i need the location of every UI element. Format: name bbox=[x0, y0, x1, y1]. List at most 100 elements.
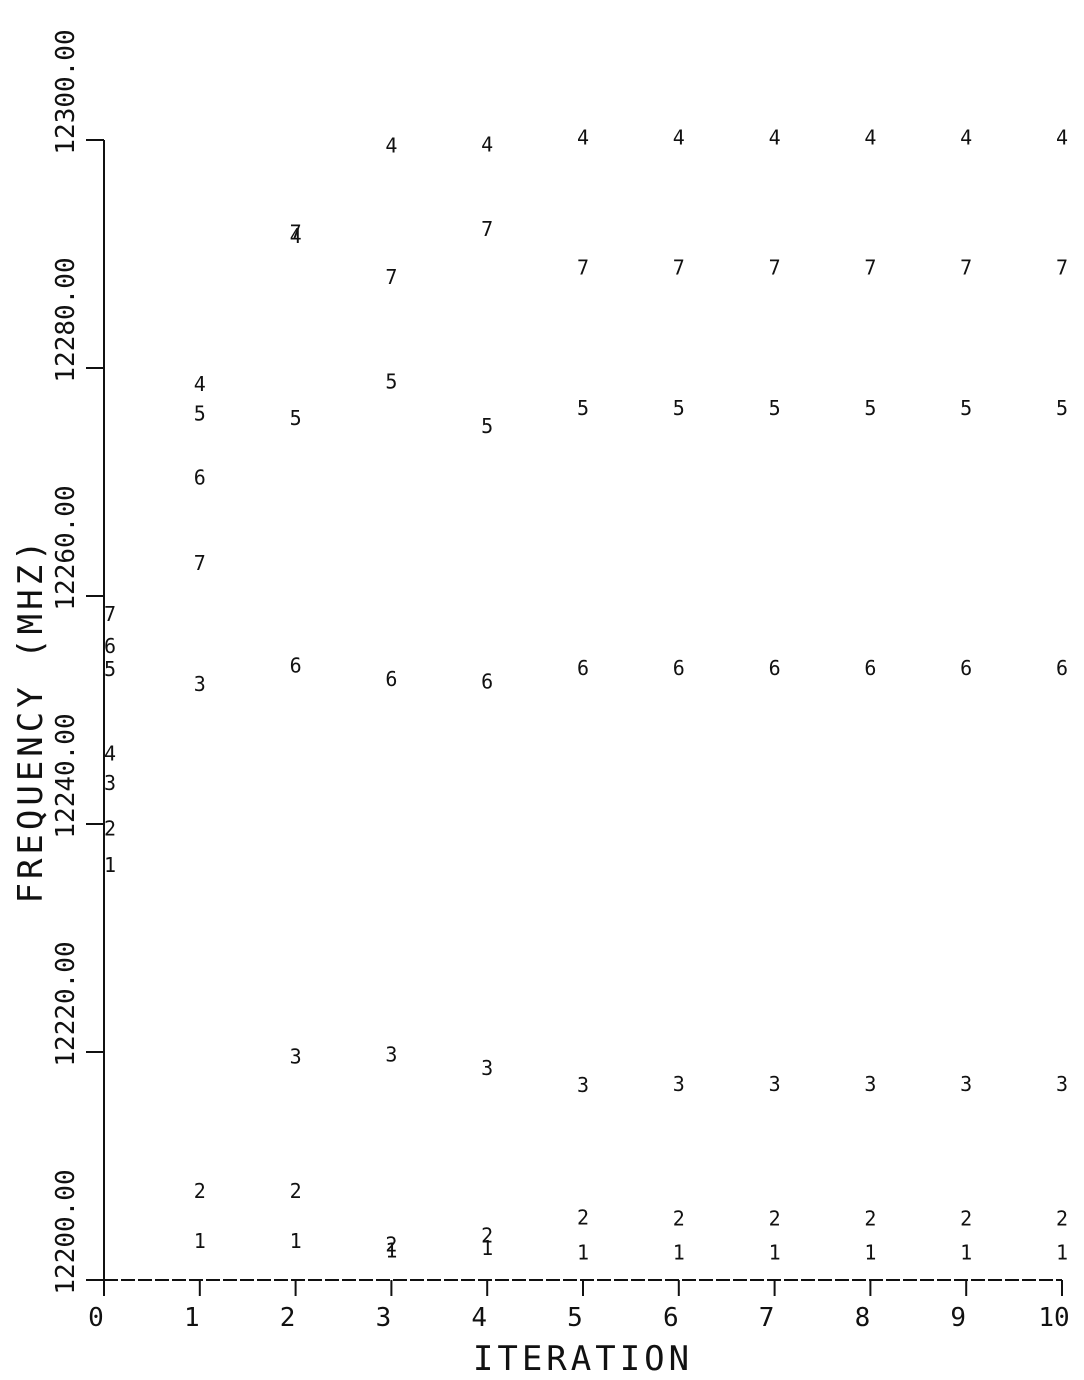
data-point-series-1: 1 bbox=[194, 1229, 206, 1253]
data-point-series-6: 6 bbox=[104, 634, 116, 658]
data-point-series-2: 2 bbox=[385, 1233, 397, 1257]
x-tick-label: 0 bbox=[88, 1303, 104, 1333]
data-point-series-7: 7 bbox=[577, 256, 589, 280]
data-point-series-4: 4 bbox=[769, 126, 781, 150]
x-tick-label: 7 bbox=[759, 1303, 775, 1333]
data-point-series-2: 2 bbox=[1056, 1206, 1068, 1230]
x-tick-label: 6 bbox=[663, 1303, 679, 1333]
data-point-series-6: 6 bbox=[481, 670, 493, 694]
data-point-series-3: 3 bbox=[673, 1072, 685, 1096]
data-point-series-7: 7 bbox=[481, 217, 493, 241]
data-point-series-1: 1 bbox=[960, 1241, 972, 1265]
data-point-series-3: 3 bbox=[290, 1045, 302, 1069]
data-point-series-3: 3 bbox=[864, 1072, 876, 1096]
data-point-series-4: 4 bbox=[481, 133, 493, 157]
data-point-series-6: 6 bbox=[577, 656, 589, 680]
y-tick-label: 12300.00 bbox=[51, 29, 81, 154]
x-tick-label: 5 bbox=[567, 1303, 583, 1333]
data-point-series-3: 3 bbox=[577, 1073, 589, 1097]
y-tick-label: 12260.00 bbox=[51, 485, 81, 610]
x-axis-title: ITERATION bbox=[473, 1339, 693, 1379]
data-point-series-6: 6 bbox=[769, 656, 781, 680]
data-point-series-7: 7 bbox=[104, 602, 116, 626]
data-point-series-1: 1 bbox=[864, 1241, 876, 1265]
y-tick-label: 12200.00 bbox=[51, 1169, 81, 1294]
data-point-series-5: 5 bbox=[385, 370, 397, 394]
data-point-series-5: 5 bbox=[481, 414, 493, 438]
data-point-series-6: 6 bbox=[194, 465, 206, 489]
data-point-series-7: 7 bbox=[1056, 256, 1068, 280]
data-point-series-2: 2 bbox=[577, 1205, 589, 1229]
data-point-series-3: 3 bbox=[960, 1072, 972, 1096]
data-point-series-4: 4 bbox=[673, 126, 685, 150]
data-point-series-5: 5 bbox=[290, 406, 302, 430]
data-point-series-7: 7 bbox=[673, 256, 685, 280]
data-point-series-1: 1 bbox=[385, 1238, 397, 1262]
data-point-series-1: 1 bbox=[104, 853, 116, 877]
data-point-series-2: 2 bbox=[673, 1206, 685, 1230]
data-point-series-1: 1 bbox=[673, 1241, 685, 1265]
data-point-series-5: 5 bbox=[960, 396, 972, 420]
data-point-series-3: 3 bbox=[1056, 1072, 1068, 1096]
data-point-series-6: 6 bbox=[290, 654, 302, 678]
data-point-series-2: 2 bbox=[194, 1179, 206, 1203]
data-point-series-2: 2 bbox=[104, 817, 116, 841]
data-point-series-5: 5 bbox=[673, 396, 685, 420]
data-point-series-3: 3 bbox=[769, 1072, 781, 1096]
data-point-series-6: 6 bbox=[960, 656, 972, 680]
data-point-series-4: 4 bbox=[194, 372, 206, 396]
data-point-series-7: 7 bbox=[194, 551, 206, 575]
data-point-series-5: 5 bbox=[1056, 396, 1068, 420]
data-point-series-2: 2 bbox=[864, 1206, 876, 1230]
data-point-series-1: 1 bbox=[290, 1229, 302, 1253]
data-point-series-1: 1 bbox=[481, 1236, 493, 1260]
data-point-series-6: 6 bbox=[864, 656, 876, 680]
data-point-series-7: 7 bbox=[290, 220, 302, 244]
x-tick-label: 1 bbox=[184, 1303, 200, 1333]
data-point-series-5: 5 bbox=[104, 657, 116, 681]
data-point-series-4: 4 bbox=[577, 126, 589, 150]
data-point-series-7: 7 bbox=[769, 256, 781, 280]
data-point-series-6: 6 bbox=[1056, 656, 1068, 680]
data-point-series-5: 5 bbox=[864, 396, 876, 420]
x-tick-label: 10 bbox=[1038, 1303, 1069, 1333]
data-point-series-2: 2 bbox=[769, 1206, 781, 1230]
data-point-series-2: 2 bbox=[960, 1206, 972, 1230]
data-point-series-3: 3 bbox=[104, 771, 116, 795]
data-point-series-1: 1 bbox=[1056, 1241, 1068, 1265]
data-point-series-5: 5 bbox=[577, 396, 589, 420]
y-axis-title: FREQUENCY (MHZ) bbox=[11, 536, 51, 903]
data-point-series-7: 7 bbox=[385, 265, 397, 289]
data-point-series-4: 4 bbox=[385, 134, 397, 158]
x-tick-label: 8 bbox=[855, 1303, 871, 1333]
x-tick-label: 4 bbox=[471, 1303, 487, 1333]
y-ticks: 12200.00 12220.00 12240.00 12260.00 12280.00… bbox=[51, 29, 104, 1295]
data-point-series-4: 4 bbox=[1056, 126, 1068, 150]
data-point-series-3: 3 bbox=[385, 1042, 397, 1066]
x-tick-label: 2 bbox=[280, 1303, 296, 1333]
x-tick-label: 9 bbox=[950, 1303, 966, 1333]
data-point-series-3: 3 bbox=[194, 672, 206, 696]
data-point-series-6: 6 bbox=[385, 667, 397, 691]
data-point-series-4: 4 bbox=[104, 741, 116, 765]
data-point-series-1: 1 bbox=[769, 1241, 781, 1265]
data-point-series-1: 1 bbox=[577, 1241, 589, 1265]
data-point-series-5: 5 bbox=[769, 396, 781, 420]
data-point-series-4: 4 bbox=[960, 126, 972, 150]
data-point-series-4: 4 bbox=[864, 126, 876, 150]
data-point-series-2: 2 bbox=[481, 1224, 493, 1248]
y-tick-label: 12280.00 bbox=[51, 257, 81, 382]
data-point-series-2: 2 bbox=[290, 1179, 302, 1203]
y-tick-label: 12220.00 bbox=[51, 941, 81, 1066]
data-point-series-3: 3 bbox=[481, 1056, 493, 1080]
axes bbox=[103, 140, 1062, 1281]
data-point-series-5: 5 bbox=[194, 402, 206, 426]
data-point-series-7: 7 bbox=[960, 256, 972, 280]
x-tick-label: 3 bbox=[376, 1303, 392, 1333]
data-point-series-7: 7 bbox=[864, 256, 876, 280]
y-tick-label: 12240.00 bbox=[51, 713, 81, 838]
x-ticks: 0 1 2 3 4 5 6 7 8 9 10 bbox=[88, 1280, 1070, 1333]
data-point-series-4: 4 bbox=[290, 224, 302, 248]
